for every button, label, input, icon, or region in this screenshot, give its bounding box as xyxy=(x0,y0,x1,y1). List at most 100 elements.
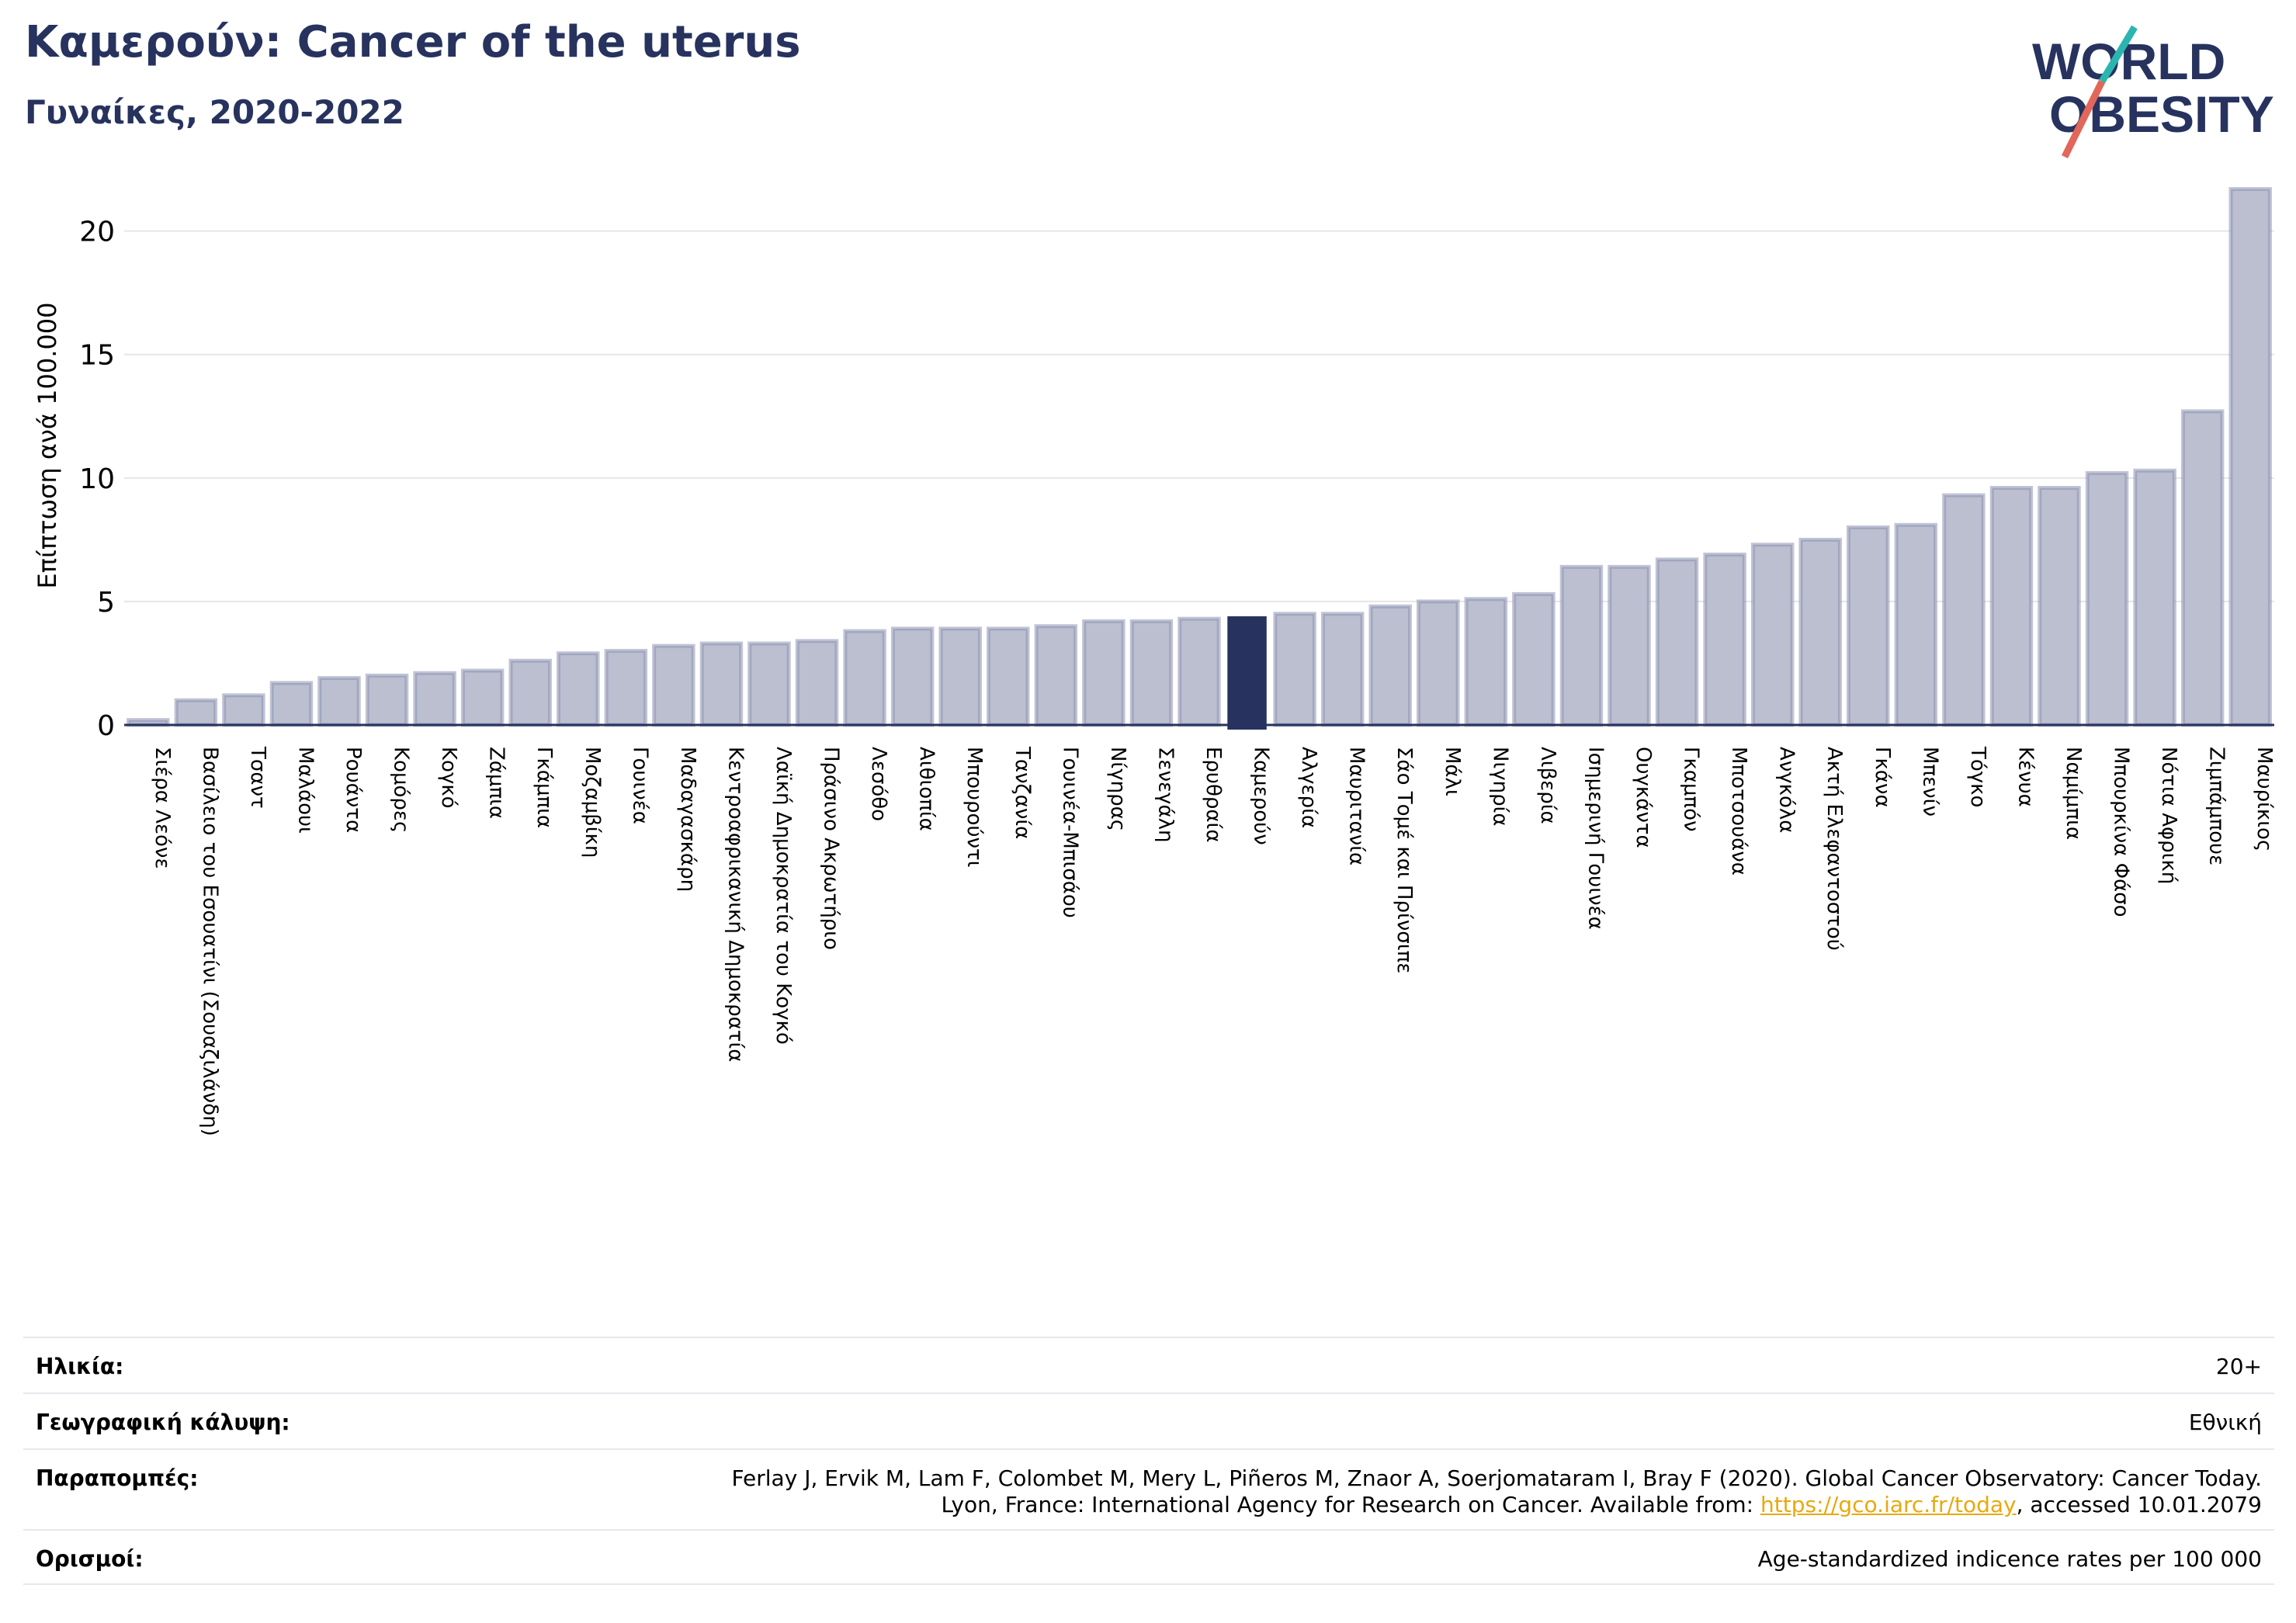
bar xyxy=(1989,486,2034,727)
bar xyxy=(2085,470,2129,727)
x-tick-label: Βασίλειο του Εσουατίνι (Σουαζιλάνδη) xyxy=(198,747,221,1136)
bar-highlight xyxy=(1227,616,1267,730)
source-link[interactable]: https://gco.iarc.fr/today xyxy=(1760,1492,2017,1517)
page-title: Καμερούν: Cancer of the uterus xyxy=(25,17,801,68)
bar xyxy=(1320,612,1365,727)
meta-value-text: Age-standardized indicence rates per 100… xyxy=(1757,1546,2262,1572)
x-tick-label: Αιθιοπία xyxy=(915,747,938,831)
x-tick-label: Γουινέα xyxy=(628,747,651,824)
x-tick-label: Μαυριτανία xyxy=(1345,747,1368,865)
x-tick-label: Ναμίμπια xyxy=(2062,747,2085,840)
y-tick-label: 20 xyxy=(79,217,115,248)
x-tick-label: Νότια Αφρική xyxy=(2157,747,2180,884)
y-tick-label: 10 xyxy=(79,463,115,495)
bar xyxy=(987,626,1030,727)
x-tick-label: Λεσόθο xyxy=(867,747,890,821)
x-tick-label: Νίγηρας xyxy=(1106,747,1129,831)
bar xyxy=(1034,624,1078,727)
bar xyxy=(508,658,552,727)
x-tick-label: Ουγκάντα xyxy=(1632,747,1655,848)
x-tick-label: Σενεγάλη xyxy=(1153,747,1177,842)
bar xyxy=(699,641,744,727)
bar xyxy=(1129,619,1174,727)
bar xyxy=(365,673,409,727)
bar xyxy=(1512,591,1556,727)
meta-value-text: Lyon, France: International Agency for R… xyxy=(941,1492,1760,1517)
bar xyxy=(1608,564,1651,727)
meta-value: Ferlay J, Ervik M, Lam F, Colombet M, Me… xyxy=(731,1465,2262,1518)
bar xyxy=(460,668,505,727)
bar xyxy=(2038,486,2081,727)
meta-label: Ορισμοί: xyxy=(36,1546,144,1572)
y-axis-ticks: 0 5 10 15 20 xyxy=(79,217,115,742)
x-tick-label: Αλγερία xyxy=(1297,747,1320,828)
x-tick-label: Τανζανία xyxy=(1011,746,1034,839)
x-tick-label: Καμερούν xyxy=(1250,747,1273,845)
x-tick-label: Λαϊκή Δημοκρατία του Κογκό xyxy=(772,747,795,1045)
y-tick-label: 5 xyxy=(97,587,115,619)
page-subtitle: Γυναίκες, 2020-2022 xyxy=(25,93,404,131)
meta-value-text: 20+ xyxy=(2215,1354,2262,1379)
x-tick-label: Ρουάντα xyxy=(342,747,365,833)
x-tick-label: Ακτή Ελεφαντοστού xyxy=(1823,747,1846,951)
meta-row: Γεωγραφική κάλυψη: Εθνική xyxy=(23,1392,2274,1448)
meta-label: Παραπομπές: xyxy=(36,1465,199,1491)
bars xyxy=(127,187,2272,730)
meta-row: Παραπομπές: Ferlay J, Ervik M, Lam F, Col… xyxy=(23,1448,2274,1529)
meta-row: Ηλικία: 20+ xyxy=(23,1337,2274,1392)
x-tick-label: Γκαμπόν xyxy=(1680,747,1703,832)
x-tick-label: Ζιμπάμπουε xyxy=(2205,747,2228,865)
bar xyxy=(1750,543,1795,727)
bar xyxy=(1417,599,1460,727)
x-tick-label: Σιέρα Λεόνε xyxy=(151,747,174,869)
meta-row: Ορισμοί: Age-standardized indicence rates… xyxy=(23,1529,2274,1585)
meta-value-text: Εθνική xyxy=(2188,1410,2262,1435)
bar xyxy=(652,643,695,727)
bar xyxy=(747,641,791,727)
meta-label: Ηλικία: xyxy=(36,1354,124,1379)
bar xyxy=(938,626,982,727)
x-tick-label: Μαυρίκιος xyxy=(2253,747,2276,851)
x-tick-label: Κεντροαφρικανική Δημοκρατία xyxy=(723,747,747,1062)
x-tick-label: Μποτσουάνα xyxy=(1727,747,1750,876)
bar xyxy=(317,676,361,727)
y-axis-label: Επίπτωση ανά 100.000 xyxy=(33,303,62,589)
meta-value-text: , accessed 10.01.2079 xyxy=(2016,1492,2262,1517)
bar xyxy=(1368,604,1412,727)
bar xyxy=(843,629,886,727)
bar xyxy=(2133,468,2176,727)
bar xyxy=(174,698,218,727)
y-tick-label: 15 xyxy=(79,340,115,372)
bar xyxy=(1942,493,1986,727)
x-tick-label: Γκάνα xyxy=(1871,747,1894,808)
meta-value: Εθνική xyxy=(2189,1410,2262,1436)
x-tick-label: Μάλι xyxy=(1441,747,1464,796)
x-tick-label: Μαλάουι xyxy=(293,747,317,834)
bar xyxy=(2228,187,2272,727)
bar xyxy=(1082,619,1125,727)
bar xyxy=(1655,557,1699,727)
bar-chart: 0 5 10 15 20 Σιέρα Λεόνε Βασίλειο του Εσουατί… xyxy=(33,187,2276,1136)
x-tick-label: Νιγηρία xyxy=(1488,747,1511,827)
bar xyxy=(1177,616,1221,727)
bar xyxy=(1703,552,1746,727)
x-tick-label: Κομόρες xyxy=(390,747,413,833)
bar xyxy=(1894,522,1938,727)
bar xyxy=(269,681,314,727)
x-tick-label: Πράσινο Ακρωτήριο xyxy=(820,747,843,950)
meta-value: 20+ xyxy=(2216,1354,2262,1380)
bar xyxy=(890,626,935,727)
bar xyxy=(1273,612,1316,727)
x-tick-label: Ανγκόλα xyxy=(1775,747,1798,833)
x-tick-label: Μπουρκίνα Φάσο xyxy=(2110,747,2133,917)
x-tick-label: Ερυθραία xyxy=(1202,747,1225,842)
bar xyxy=(222,693,265,727)
meta-value: Age-standardized indicence rates per 100… xyxy=(1758,1546,2262,1573)
bar xyxy=(2180,409,2225,727)
x-tick-label: Κογκό xyxy=(437,747,460,809)
x-tick-label: Σάο Τομέ και Πρίνσιπε xyxy=(1393,747,1416,973)
x-tick-label: Μπενίν xyxy=(1918,747,1941,817)
bar xyxy=(604,649,648,727)
bar xyxy=(1847,525,1890,727)
bar xyxy=(413,671,456,727)
